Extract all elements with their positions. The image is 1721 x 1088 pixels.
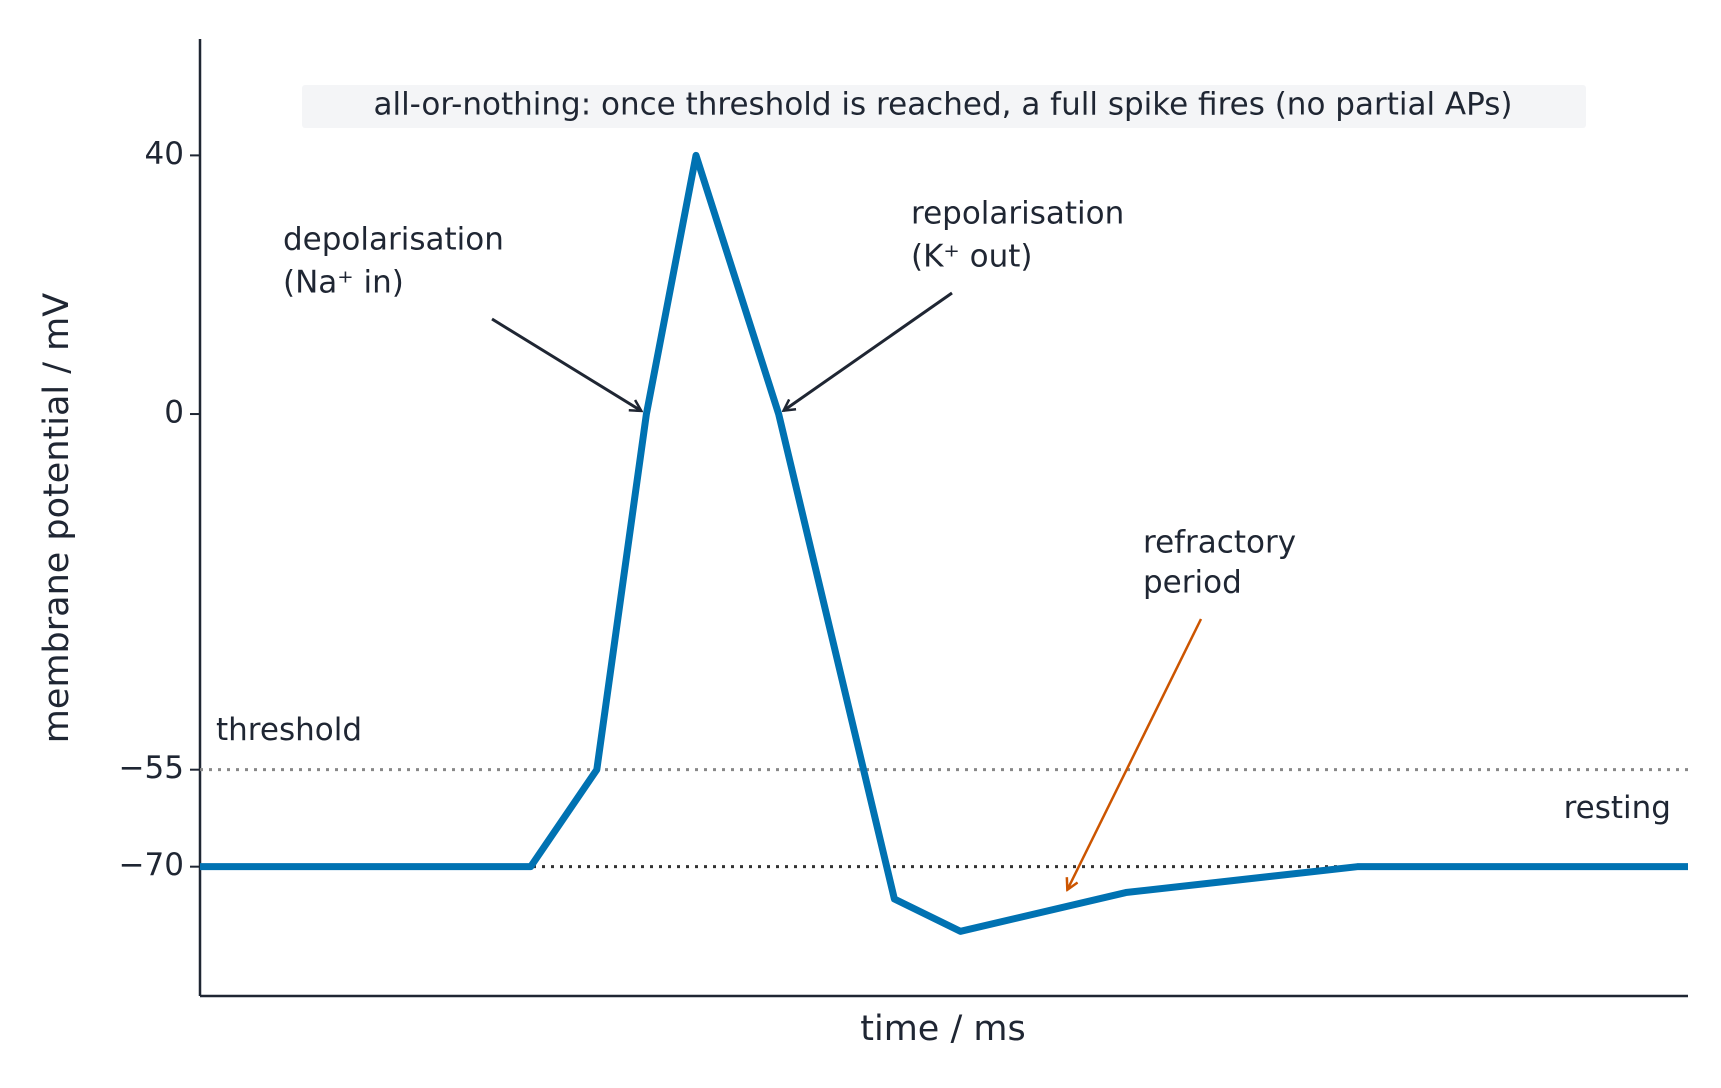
y-tick-label: −70 bbox=[119, 847, 184, 883]
data-line bbox=[200, 151, 1688, 935]
annotation-arrow bbox=[784, 291, 953, 411]
y-tick-label: 40 bbox=[145, 136, 184, 172]
annotation-text: (Na⁺ in) bbox=[283, 265, 404, 301]
annotation-arrow bbox=[1067, 618, 1203, 890]
reference-label: resting bbox=[1564, 790, 1671, 826]
annotation-text: (K⁺ out) bbox=[911, 239, 1033, 275]
chart-title: all-or-nothing: once threshold is reache… bbox=[373, 87, 1512, 123]
y-tick-label: 0 bbox=[164, 395, 184, 431]
y-tick-label: −55 bbox=[119, 750, 184, 786]
y-axis-label: membrane potential / mV bbox=[37, 293, 77, 743]
annotation-text: period bbox=[1143, 565, 1242, 601]
annotation-text: depolarisation bbox=[283, 222, 504, 258]
annotation-text: refractory bbox=[1143, 525, 1296, 561]
reference-label: threshold bbox=[216, 712, 362, 748]
x-axis-label: time / ms bbox=[860, 1009, 1025, 1049]
annotation-arrow bbox=[491, 317, 641, 411]
title-box bbox=[302, 85, 1586, 128]
annotation-text: repolarisation bbox=[911, 196, 1124, 232]
